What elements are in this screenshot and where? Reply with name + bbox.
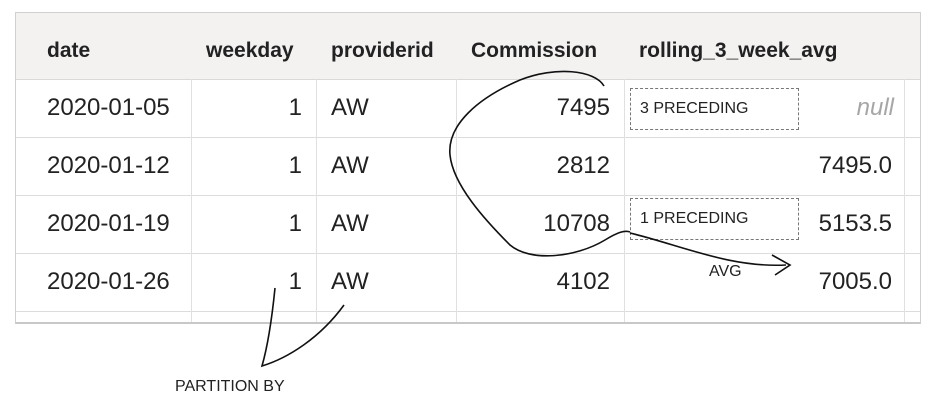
- window-loop-stroke: [449, 70, 631, 257]
- column-divider: [316, 79, 317, 322]
- cell-weekday: 1: [288, 268, 302, 295]
- results-table: date weekday providerid Commission rolli…: [15, 12, 921, 324]
- table-row[interactable]: 2020-01-05 1 AW 7495 null: [16, 79, 920, 138]
- column-header-weekday[interactable]: weekday: [206, 39, 294, 62]
- cell-rolling-avg: null: [856, 94, 894, 121]
- cell-date: 2020-01-05: [47, 94, 170, 121]
- cell-providerid: AW: [331, 210, 369, 237]
- cell-date: 2020-01-19: [47, 210, 170, 237]
- cell-providerid: AW: [331, 268, 369, 295]
- cell-rolling-avg: 7495.0: [818, 152, 892, 179]
- column-header-commission[interactable]: Commission: [471, 39, 598, 62]
- avg-arrowhead: [771, 254, 792, 276]
- partition-brace-stroke: [260, 287, 345, 368]
- table-row[interactable]: 2020-01-26 1 AW 4102 7005.0: [16, 253, 920, 312]
- column-divider: [904, 79, 905, 322]
- table-row[interactable]: 2020-01-19 1 AW 10708 5153.5: [16, 195, 920, 254]
- cell-date: 2020-01-12: [47, 152, 170, 179]
- table-header: date weekday providerid Commission rolli…: [16, 13, 920, 80]
- partition-by-label: PARTITION BY: [175, 378, 285, 395]
- cell-commission: 7495: [556, 94, 610, 121]
- cell-commission: 4102: [556, 268, 610, 295]
- cell-rolling-avg: 5153.5: [818, 210, 892, 237]
- column-header-date[interactable]: date: [47, 39, 91, 62]
- cell-weekday: 1: [288, 210, 302, 237]
- column-header-providerid[interactable]: providerid: [331, 39, 434, 62]
- one-preceding-box: 1 PRECEDING: [630, 198, 799, 240]
- column-divider: [456, 79, 457, 322]
- column-divider: [624, 79, 625, 322]
- cell-providerid: AW: [331, 94, 369, 121]
- cell-date: 2020-01-26: [47, 268, 170, 295]
- three-preceding-box: 3 PRECEDING: [630, 88, 799, 130]
- avg-arrow-stroke: [629, 232, 787, 267]
- column-header-rolling-avg[interactable]: rolling_3_week_avg: [639, 39, 838, 62]
- cell-commission: 10708: [543, 210, 610, 237]
- cell-weekday: 1: [288, 94, 302, 121]
- avg-label: AVG: [709, 263, 742, 280]
- column-divider: [191, 79, 192, 322]
- cell-commission: 2812: [556, 152, 610, 179]
- cell-rolling-avg: 7005.0: [818, 268, 892, 295]
- cell-providerid: AW: [331, 152, 369, 179]
- cell-weekday: 1: [288, 152, 302, 179]
